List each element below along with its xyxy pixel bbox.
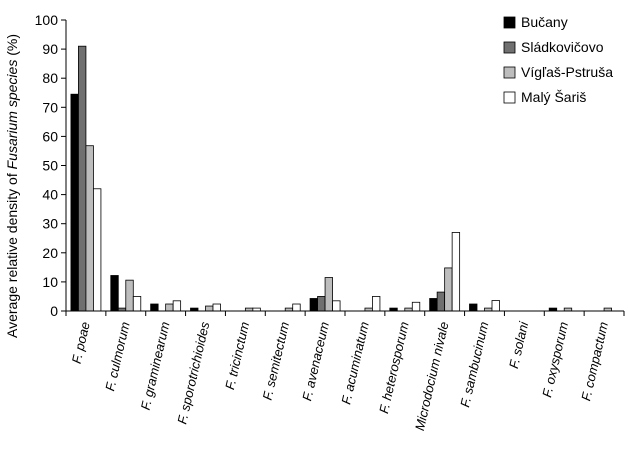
bar-4-4 xyxy=(212,303,221,312)
y-axis-label-italic: Fusarium species xyxy=(4,60,20,170)
bar-4-7 xyxy=(332,300,341,312)
y-tick-label: 10 xyxy=(42,274,58,290)
bars xyxy=(70,45,612,312)
x-tick-label: F. poae xyxy=(69,320,93,365)
legend-swatch xyxy=(503,91,516,104)
x-tick-label: F. acuminatum xyxy=(338,320,372,406)
bar-4-9 xyxy=(411,301,421,312)
bar-3-2 xyxy=(125,279,134,312)
legend-swatch xyxy=(503,66,516,79)
legend-swatch xyxy=(503,16,516,29)
x-tick-label: F. tricinctum xyxy=(222,320,252,391)
bar-4-8 xyxy=(372,296,381,312)
y-tick-label: 50 xyxy=(42,158,58,174)
y-tick-label: 30 xyxy=(42,216,58,232)
y-tick-label: 80 xyxy=(42,70,58,86)
bar-2-7 xyxy=(317,296,326,312)
y-tick-label: 20 xyxy=(42,245,58,261)
bar-1-3 xyxy=(150,303,159,312)
legend-label: Malý Šariš xyxy=(521,89,586,105)
x-tick-label: F. sporotrichioides xyxy=(174,320,212,426)
x-tick-label: F. graminearum xyxy=(138,320,173,411)
x-tick-label: F. heterosporum xyxy=(376,320,412,415)
legend-label: Sládkovičovo xyxy=(521,39,604,55)
y-axis-label-suffix: (%) xyxy=(4,34,20,60)
y-tick-label: 100 xyxy=(35,12,59,28)
x-tick-label: F. solani xyxy=(506,319,532,370)
bar-1-7 xyxy=(309,298,318,312)
x-tick-label: F. avenaceum xyxy=(299,320,332,402)
bar-4-11 xyxy=(491,300,500,312)
y-tick-label: 0 xyxy=(50,303,58,319)
bar-1-2 xyxy=(110,275,119,312)
bar-3-1 xyxy=(85,145,94,312)
y-tick-label: 60 xyxy=(42,128,58,144)
bar-2-1 xyxy=(78,45,87,312)
bar-4-10 xyxy=(451,232,461,312)
bar-4-6 xyxy=(292,303,301,312)
bar-3-10 xyxy=(444,267,453,312)
legend: Bučany Sládkovičovo Vígľaš-Pstruša Malý Šar… xyxy=(503,14,613,105)
bar-1-10 xyxy=(429,298,438,312)
x-tick-label: F. semitectum xyxy=(260,320,293,401)
x-tick-label: F. compactum xyxy=(578,320,611,402)
x-axis: F. poae F. culmorum F. graminearum F. sporo… xyxy=(65,310,625,432)
x-tick-label: F. culmorum xyxy=(102,320,133,392)
bar-4-3 xyxy=(172,300,182,312)
y-axis-label: Average relative density of Fusarium spe… xyxy=(4,34,20,338)
bar-3-3 xyxy=(165,303,174,312)
x-tick-label: F. sambucinum xyxy=(457,320,491,408)
x-tick-label: Microdocium nivale xyxy=(412,320,452,432)
y-tick-label: 90 xyxy=(42,41,58,57)
bar-4-1 xyxy=(93,188,102,312)
legend-label: Vígľaš-Pstruša xyxy=(521,64,613,80)
y-axis: 0 10 20 30 40 50 60 70 80 90 100 xyxy=(35,12,67,319)
legend-swatch xyxy=(503,41,516,54)
y-axis-label-prefix: Average relative density of xyxy=(4,169,20,338)
bar-3-7 xyxy=(324,277,333,312)
legend-label: Bučany xyxy=(521,14,568,30)
bar-2-10 xyxy=(436,291,446,312)
x-tick-label: F. oxysporum xyxy=(539,320,571,399)
bar-1-1 xyxy=(70,93,79,312)
bar-4-2 xyxy=(132,296,142,312)
y-tick-label: 70 xyxy=(42,99,58,115)
bar-3-4 xyxy=(205,305,214,312)
bar-1-11 xyxy=(469,303,478,312)
y-tick-label: 40 xyxy=(42,187,58,203)
